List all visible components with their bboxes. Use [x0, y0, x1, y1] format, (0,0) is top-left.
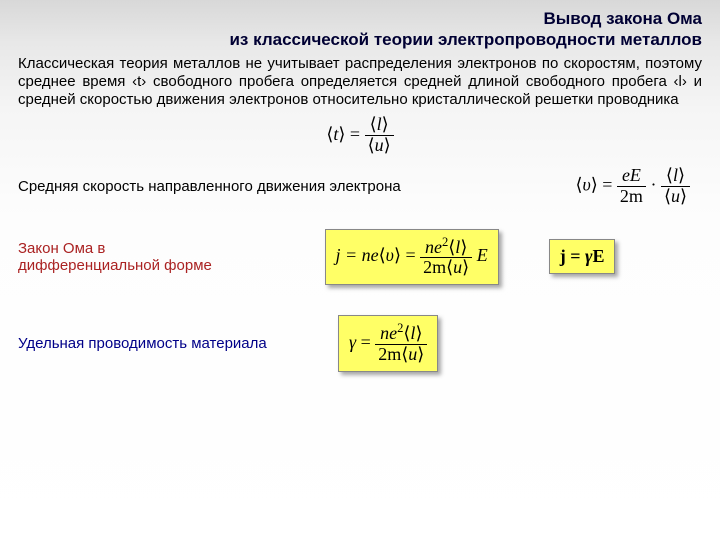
section-avg-velocity: Средняя скорость направленного движения …	[0, 166, 720, 207]
intro-paragraph: Классическая теория металлов не учитывае…	[0, 55, 720, 110]
formula-j-gammaE-box: j = γE	[549, 239, 616, 274]
title-line-2: из классической теории электропроводност…	[18, 29, 702, 50]
title-line-1: Вывод закона Ома	[18, 8, 702, 29]
formula-t: ⟨t⟩ = ⟨l⟩ ⟨u⟩	[0, 115, 720, 156]
formula-velocity: ⟨υ⟩ = eE 2m · ⟨l⟩ ⟨u⟩	[575, 166, 702, 207]
ohm-diff-label: Закон Ома в дифференциальной форме	[18, 240, 238, 274]
avg-velocity-label: Средняя скорость направленного движения …	[18, 178, 575, 195]
formula-gamma-box: γ = ne2⟨l⟩ 2m⟨u⟩	[338, 315, 438, 372]
slide-title: Вывод закона Ома из классической теории …	[0, 0, 720, 55]
formula-j-box: j = ne⟨υ⟩ = ne2⟨l⟩ 2m⟨u⟩ E	[325, 229, 499, 286]
conductivity-label: Удельная проводимость материала	[18, 335, 318, 352]
